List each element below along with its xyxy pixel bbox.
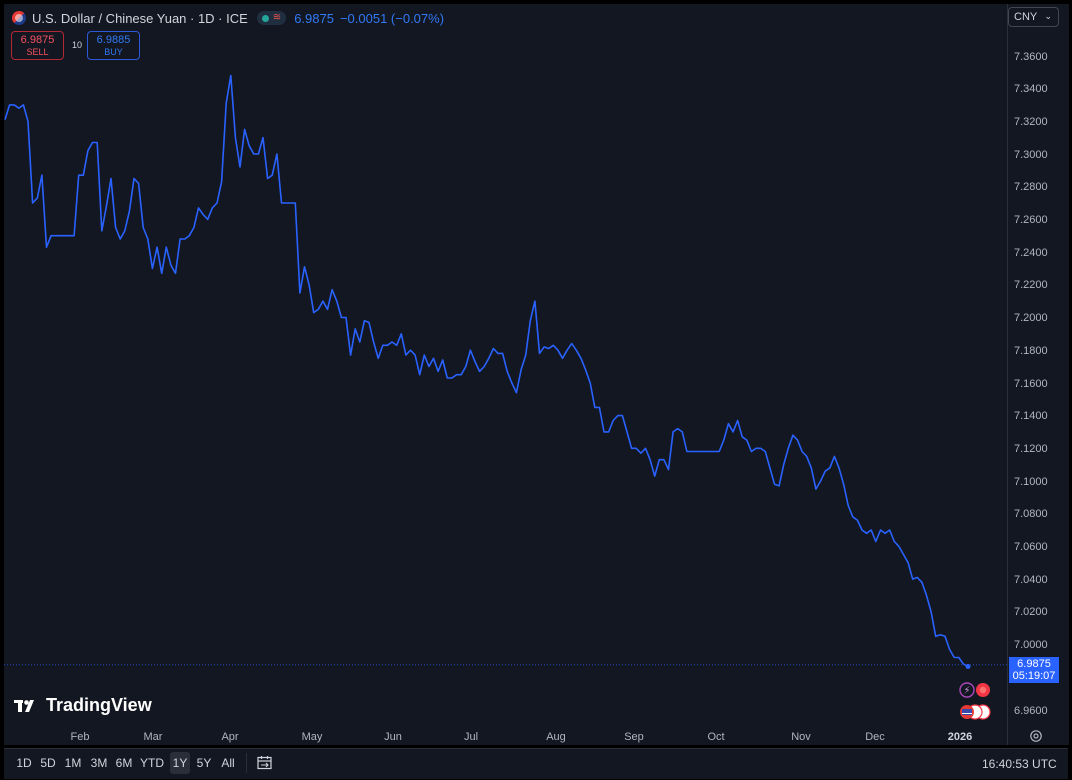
range-button-1m[interactable]: 1M <box>64 756 82 770</box>
buy-price: 6.9885 <box>96 33 131 46</box>
bar-countdown: 05:19:07 <box>1012 670 1056 682</box>
tradingview-logo-icon <box>14 699 34 712</box>
range-button-all[interactable]: All <box>221 756 235 770</box>
svg-text:⚡: ⚡ <box>963 686 970 697</box>
time-axis-tick: Mar <box>143 731 163 743</box>
time-axis-tick: May <box>301 731 323 743</box>
price-axis[interactable] <box>1007 4 1069 745</box>
sell-button[interactable]: 6.9875 SELL <box>11 31 64 60</box>
price-axis-tick: 7.0200 <box>1014 606 1048 619</box>
logo-text: TradingView <box>46 695 152 715</box>
time-axis-tick: Feb <box>70 731 90 743</box>
current-price-value: 6.9875 <box>1017 658 1051 670</box>
header-last-price: 6.9875 <box>294 10 334 26</box>
time-axis-tick: Apr <box>221 731 239 743</box>
go-to-date-icon[interactable] <box>256 755 274 771</box>
range-button-1d[interactable]: 1D <box>16 756 32 770</box>
range-button-3m[interactable]: 3M <box>90 756 108 770</box>
price-axis-tick: 7.3400 <box>1014 83 1048 96</box>
tradingview-logo[interactable]: TradingView <box>14 695 152 716</box>
symbol-title[interactable]: U.S. Dollar / Chinese Yuan · 1D · ICE <box>32 10 248 26</box>
buy-button[interactable]: 6.9885 BUY <box>87 31 140 60</box>
price-axis-tick: 7.1200 <box>1014 442 1048 455</box>
price-axis-tick: 7.0800 <box>1014 508 1048 521</box>
price-axis-tick: 7.2000 <box>1014 312 1048 325</box>
market-status-pill[interactable]: ≋ <box>256 11 287 25</box>
price-axis-tick: 7.0000 <box>1014 639 1048 652</box>
events-marker-economic[interactable] <box>958 704 992 720</box>
price-axis-tick: 7.3600 <box>1014 50 1048 63</box>
sell-price: 6.9875 <box>20 33 55 46</box>
utc-clock[interactable]: 16:40:53 UTC <box>982 757 1057 771</box>
price-axis-tick: 7.1400 <box>1014 410 1048 423</box>
last-price-dot <box>965 664 971 669</box>
price-axis-tick: 7.1600 <box>1014 377 1048 390</box>
price-axis-tick: 7.2400 <box>1014 246 1048 259</box>
currency-select-value: CNY <box>1014 11 1038 23</box>
price-axis-tick: 7.0400 <box>1014 573 1048 586</box>
currency-flag-icon <box>12 11 26 25</box>
price-axis-tick: 7.3000 <box>1014 148 1048 161</box>
plot-area[interactable] <box>4 4 1007 745</box>
range-button-ytd[interactable]: YTD <box>140 756 164 770</box>
spread-value: 10 <box>72 40 83 50</box>
time-axis-tick: 2026 <box>947 731 973 743</box>
price-axis-tick: 7.2600 <box>1014 214 1048 226</box>
market-open-dot-icon <box>261 14 269 22</box>
range-button-1y[interactable]: 1Y <box>170 752 190 774</box>
range-button-5y[interactable]: 5Y <box>196 756 212 770</box>
current-price-label: 6.9875 05:19:07 <box>1009 657 1059 683</box>
range-button-5d[interactable]: 5D <box>40 756 56 770</box>
buy-label: BUY <box>104 46 123 57</box>
price-line-series <box>4 74 969 668</box>
price-axis-tick: 7.1000 <box>1014 475 1048 488</box>
time-axis-tick: Jul <box>463 731 479 743</box>
price-axis-tick: 7.0600 <box>1014 541 1048 553</box>
price-axis-tick: 7.3200 <box>1014 115 1048 128</box>
events-marker-dividends[interactable]: ⚡ <box>958 682 992 698</box>
gear-icon[interactable] <box>1029 729 1043 743</box>
chevron-down-icon: ⌄ <box>1044 11 1052 21</box>
range-button-6m[interactable]: 6M <box>115 756 133 770</box>
price-axis-tick: 7.2200 <box>1014 279 1048 292</box>
symbol-header[interactable]: U.S. Dollar / Chinese Yuan · 1D · ICE ≋ … <box>12 9 444 27</box>
time-axis-tick: Aug <box>546 731 566 743</box>
price-axis-tick: 7.2800 <box>1014 181 1048 194</box>
currency-select[interactable]: CNY ⌄ <box>1008 7 1059 27</box>
time-axis-tick: Oct <box>707 731 725 743</box>
price-axis-tick: 6.9600 <box>1014 704 1048 717</box>
time-axis-tick: Nov <box>791 731 811 743</box>
data-delay-wave-icon: ≋ <box>272 12 282 23</box>
header-change: −0.0051 (−0.07%) <box>339 10 445 26</box>
time-axis-tick: Dec <box>865 731 885 743</box>
toolbar-divider <box>246 753 247 773</box>
time-axis-tick: Jun <box>384 731 402 743</box>
sell-label: SELL <box>26 46 49 57</box>
price-axis-tick: 7.1800 <box>1014 344 1048 357</box>
time-axis-tick: Sep <box>624 731 644 743</box>
